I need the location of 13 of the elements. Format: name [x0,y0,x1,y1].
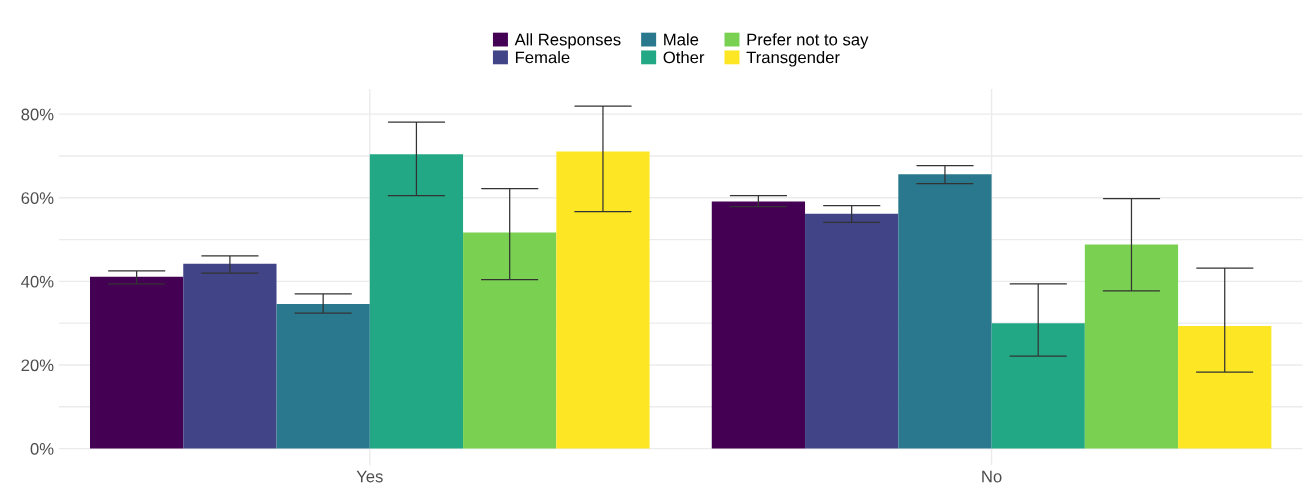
y-tick-label: 20% [21,359,54,372]
legend-label: Other [663,51,705,64]
y-tick-label: 40% [21,275,54,288]
legend-label: All Responses [514,33,621,49]
y-tick-label: 60% [21,192,54,204]
y-tick-label: 0% [30,442,54,455]
legend-label: Transgender [746,51,840,67]
y-tick-label: 80% [21,108,54,121]
legend-label: Male [664,33,699,46]
x-tick-label: Yes [356,470,383,483]
legend-label: Female [515,51,570,64]
x-tick-label: No [982,470,1002,483]
legend-label: Prefer not to say [747,33,869,49]
